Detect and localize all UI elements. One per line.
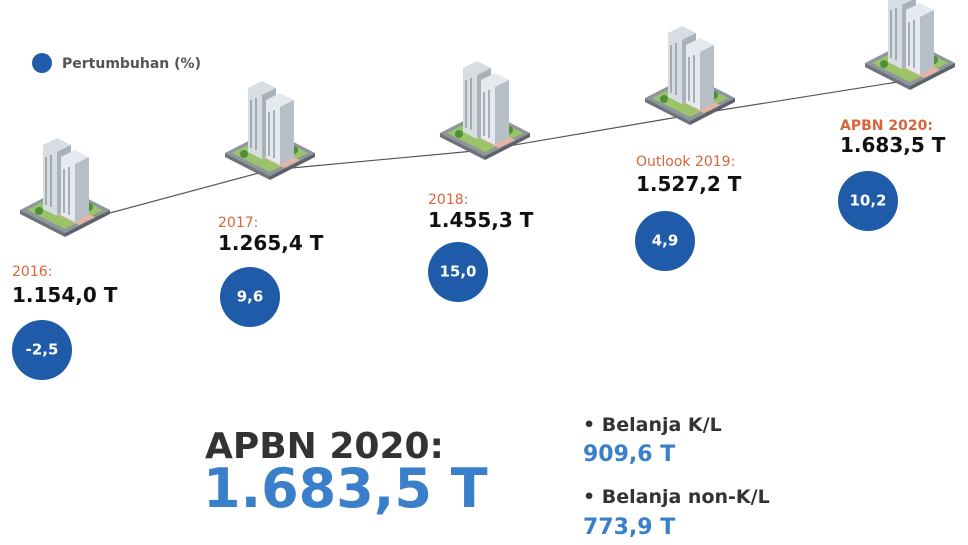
item-value: 773,9 T — [583, 515, 675, 540]
year-value: 1.154,0 T — [12, 283, 118, 307]
growth-value: 15,0 — [439, 263, 476, 281]
year-value: 1.265,4 T — [218, 231, 324, 255]
year-label: 2018: — [428, 192, 468, 208]
building — [20, 138, 110, 237]
year-value: 1.683,5 T — [840, 133, 946, 157]
summary-total: 1.683,5 T — [203, 457, 488, 520]
year-label: Outlook 2019: — [636, 154, 735, 170]
building — [225, 81, 315, 180]
item-label: • Belanja K/L — [583, 414, 722, 436]
growth-value: 10,2 — [849, 192, 886, 210]
growth-value: 9,6 — [237, 288, 264, 306]
year-label: 2016: — [12, 264, 52, 280]
year-label: APBN 2020: — [840, 118, 933, 134]
infographic: 2016: 1.154,0 T -2,5 2017:1.265,4 T 9,6 2018:… — [0, 0, 968, 545]
item-label: • Belanja non-K/L — [583, 486, 770, 508]
year-value: 1.455,3 T — [428, 208, 534, 232]
year-value: 1.527,2 T — [636, 172, 742, 196]
building — [865, 0, 955, 90]
growth-value: -2,5 — [26, 341, 59, 359]
growth-value: 4,9 — [652, 232, 679, 250]
year-label: 2017: — [218, 215, 258, 231]
legend-label: Pertumbuhan (%) — [62, 56, 201, 72]
item-value: 909,6 T — [583, 442, 675, 467]
